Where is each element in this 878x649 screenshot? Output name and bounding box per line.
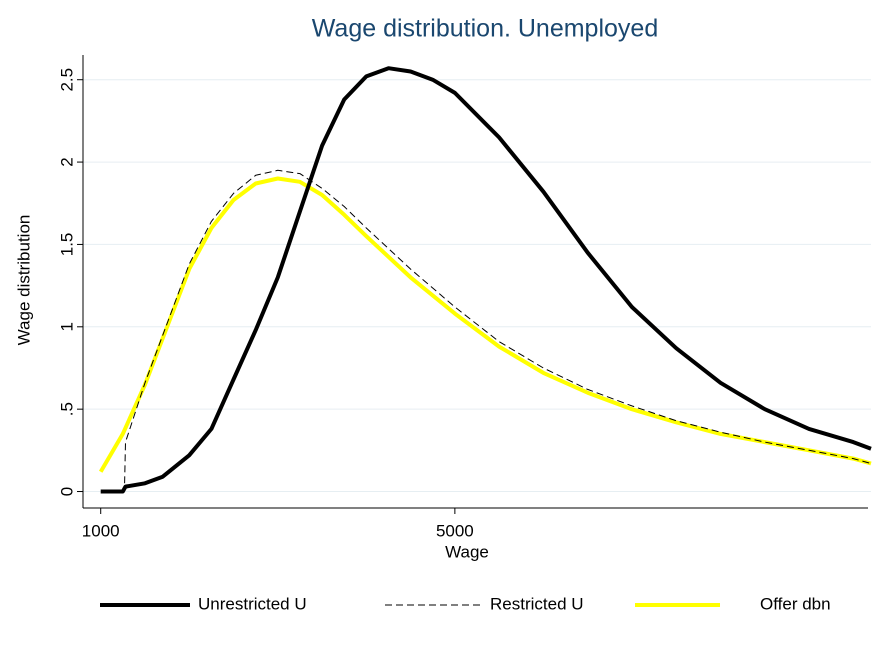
grid bbox=[83, 79, 871, 493]
y-tick-label: 2.5 bbox=[57, 68, 76, 92]
x-axis-title: Wage bbox=[445, 542, 489, 561]
axes: 0 .5 1 1.5 2 2.5 1000 5000 bbox=[57, 68, 473, 541]
y-axis-title: Wage distribution bbox=[14, 215, 33, 346]
legend-label: Restricted U bbox=[490, 594, 584, 613]
series-line bbox=[100, 66, 872, 494]
x-tick-label: 1000 bbox=[82, 521, 120, 540]
y-tick-label: 0 bbox=[57, 487, 76, 496]
series-line bbox=[98, 176, 872, 473]
y-tick-label: .5 bbox=[57, 402, 76, 416]
chart-title: Wage distribution. Unemployed bbox=[312, 15, 658, 43]
y-tick-label: 1.5 bbox=[57, 233, 76, 257]
y-tick-label: 2 bbox=[57, 157, 76, 166]
legend-label: Unrestricted U bbox=[198, 594, 307, 613]
x-tick-label: 5000 bbox=[436, 521, 474, 540]
y-tick-label: 1 bbox=[57, 322, 76, 331]
series-line bbox=[124, 169, 872, 484]
plot-lines bbox=[98, 66, 872, 494]
legend: Unrestricted U Restricted U Offer dbn bbox=[100, 594, 831, 613]
legend-label: Offer dbn bbox=[760, 594, 831, 613]
